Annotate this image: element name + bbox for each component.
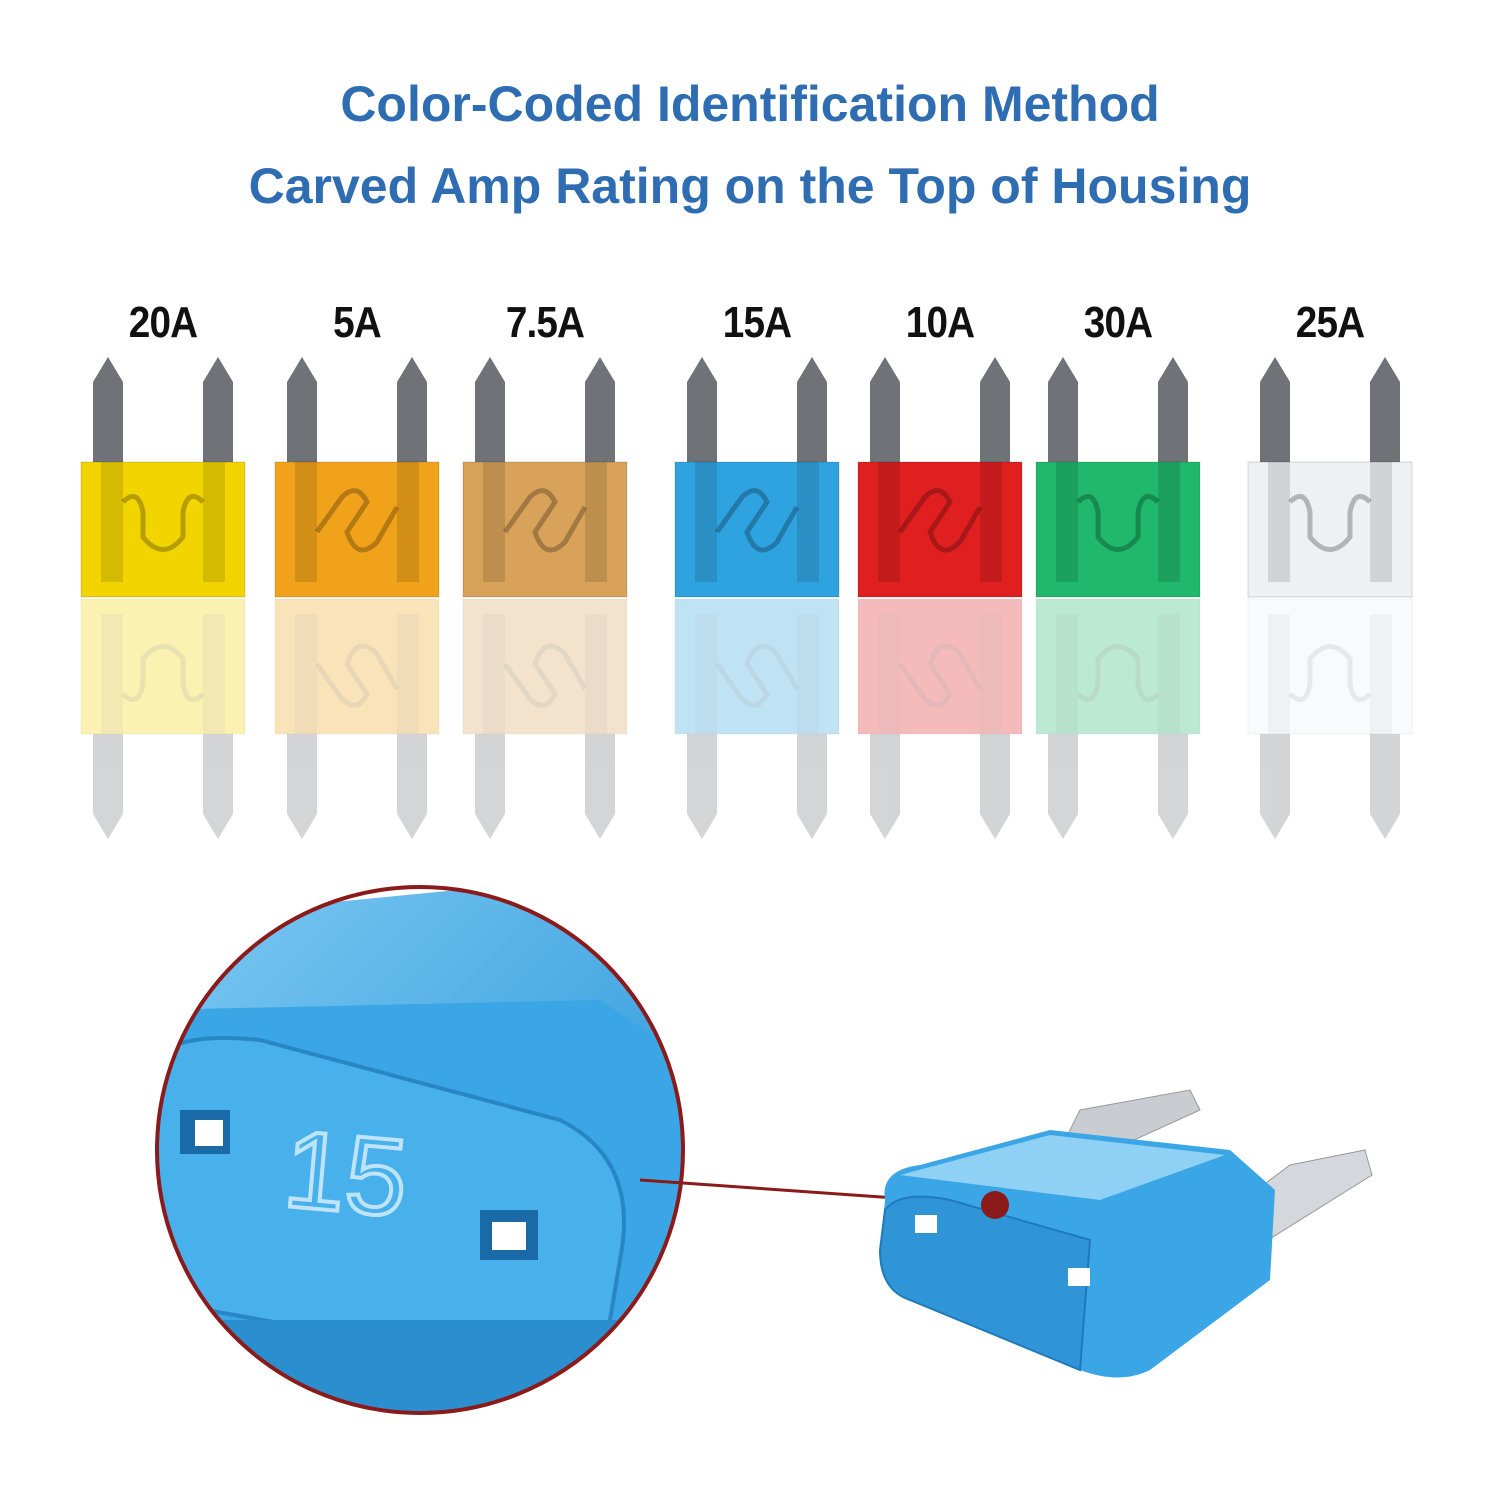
- fuse-element: [121, 644, 205, 703]
- prong: [397, 734, 427, 839]
- carved-amp-rating: 15: [280, 1107, 413, 1240]
- prong: [870, 357, 900, 462]
- amp-label: 5A: [333, 298, 382, 347]
- fuse-30A: [1035, 357, 1201, 598]
- fuse-housing: [274, 598, 440, 735]
- fuse-reflection: [1035, 598, 1201, 839]
- prong: [687, 357, 717, 462]
- blue-fuse-angled: [878, 1089, 1373, 1378]
- fuse-reflection: [674, 598, 840, 839]
- fuse-element: [121, 493, 205, 552]
- amp-label: 30A: [1083, 298, 1153, 347]
- fuse-element: [1288, 644, 1372, 703]
- prong: [287, 357, 317, 462]
- prong: [980, 734, 1010, 839]
- fuse-element: [1288, 493, 1372, 552]
- fuse-housing: [80, 598, 246, 735]
- heading-line-2: Carved Amp Rating on the Top of Housing: [248, 158, 1252, 214]
- prong: [397, 357, 427, 462]
- fuse-housing: [857, 461, 1023, 598]
- fuse-housing: [274, 461, 440, 598]
- callout-dot: [981, 1191, 1009, 1219]
- prong: [93, 357, 123, 462]
- callout-line: [639, 1178, 996, 1207]
- prong: [687, 734, 717, 839]
- fuse-5A: [274, 357, 440, 598]
- prong: [203, 357, 233, 462]
- fuse-housing: [674, 598, 840, 735]
- fuse-housing: [80, 461, 246, 598]
- amp-label: 15A: [722, 298, 792, 347]
- fuse-15A: [674, 357, 840, 598]
- fuse-housing: [857, 598, 1023, 735]
- prong: [797, 357, 827, 462]
- fuse-reflection: [462, 598, 628, 839]
- fuse-element: [502, 643, 588, 708]
- magnified-fuse-housing: 15: [157, 887, 683, 1413]
- fuse-housing: [1035, 461, 1201, 598]
- prong: [1158, 734, 1188, 839]
- fuse-element: [897, 643, 983, 708]
- prong: [93, 734, 123, 839]
- amp-label: 7.5A: [505, 298, 585, 347]
- fuse-reflection: [80, 598, 246, 839]
- fuse-reflection: [274, 598, 440, 839]
- prong: [287, 734, 317, 839]
- fuse-housing: [1035, 598, 1201, 735]
- fuse-element: [897, 488, 983, 553]
- fuse-25A: [1247, 357, 1413, 598]
- prong: [203, 734, 233, 839]
- prong: [1158, 357, 1188, 462]
- prong: [585, 734, 615, 839]
- fuse-element: [714, 488, 800, 553]
- fuse-element: [714, 643, 800, 708]
- fuse-reflection: [857, 598, 1023, 839]
- fuse-element: [314, 643, 400, 708]
- fuse-housing: [1247, 598, 1413, 735]
- prong: [475, 357, 505, 462]
- prong: [870, 734, 900, 839]
- prong: [475, 734, 505, 839]
- fuse-housing: [674, 461, 840, 598]
- prong: [1370, 357, 1400, 462]
- prong: [1260, 357, 1290, 462]
- prong: [1048, 357, 1078, 462]
- fuse-housing: [1247, 461, 1413, 598]
- prong: [797, 734, 827, 839]
- fuse-10A: [857, 357, 1023, 598]
- fuse-row: [80, 357, 1413, 839]
- fuse-element: [314, 488, 400, 553]
- closeup-housing-body: [157, 887, 683, 1413]
- amp-label: 10A: [905, 298, 975, 347]
- amp-label: 25A: [1295, 298, 1365, 347]
- magnifier-circle: [155, 885, 685, 1415]
- fuse-element: [502, 488, 588, 553]
- prong: [585, 357, 615, 462]
- fuse-element: [1076, 493, 1160, 552]
- fuse-7.5A: [462, 357, 628, 598]
- prong: [1048, 734, 1078, 839]
- heading-line-1: Color-Coded Identification Method: [340, 76, 1160, 132]
- prong: [980, 357, 1010, 462]
- fuse-element: [1076, 644, 1160, 703]
- fuse-20A: [80, 357, 246, 598]
- fuse-housing: [462, 598, 628, 735]
- amp-label: 20A: [128, 298, 198, 347]
- fuse-housing: [462, 461, 628, 598]
- fuse-reflection: [1247, 598, 1413, 839]
- prong: [1260, 734, 1290, 839]
- prong: [1370, 734, 1400, 839]
